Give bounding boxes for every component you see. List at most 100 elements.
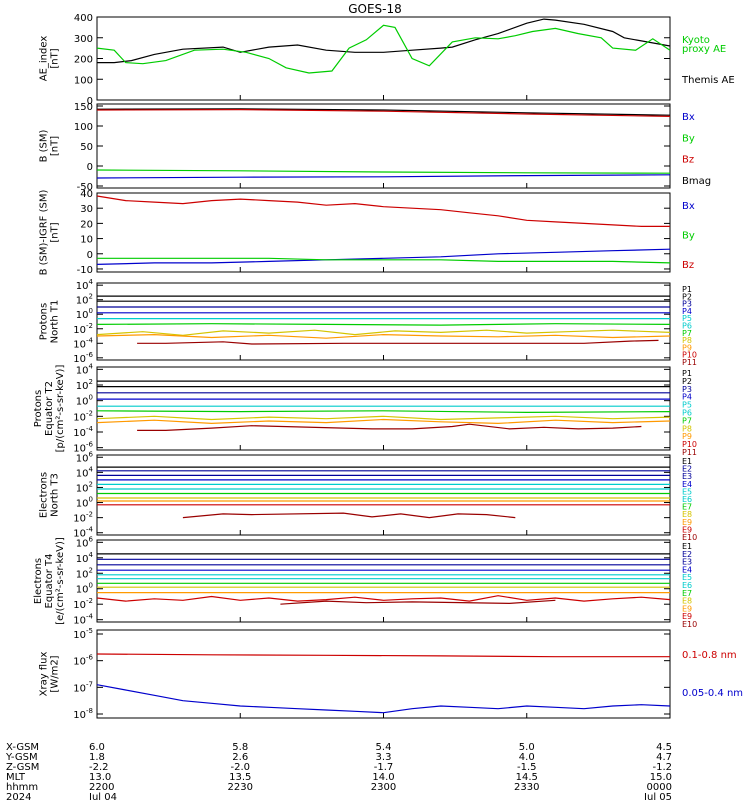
x-axis-value: 13.0 xyxy=(89,772,111,783)
y-axis-label: [W/m2] xyxy=(50,655,61,692)
legend-entry: P5 xyxy=(682,314,692,323)
series-line xyxy=(96,653,670,658)
series-line xyxy=(96,684,671,714)
panel-frame xyxy=(96,629,671,719)
legend-entry: P6 xyxy=(682,322,692,331)
legend-entry: Bmag xyxy=(682,176,711,187)
chart-title: GOES-18 xyxy=(348,2,402,16)
series-line xyxy=(137,339,659,345)
series-line xyxy=(96,410,671,414)
x-axis-value: Jul 05 xyxy=(643,792,672,800)
y-axis-label: Electrons xyxy=(33,558,44,604)
panel-frame xyxy=(96,539,671,623)
y-axis-label: [nT] xyxy=(50,222,61,242)
y-axis-label: North T1 xyxy=(50,300,61,344)
legend-entry: proxy AE xyxy=(682,44,726,55)
series-line xyxy=(280,599,556,605)
y-axis-label: B (SM) xyxy=(39,129,50,162)
x-axis-value: 4.0 xyxy=(519,752,535,763)
y-tick-label: 10-5 xyxy=(73,627,93,641)
y-tick-label: 0 xyxy=(87,162,93,173)
legend-entry: E10 xyxy=(682,620,697,629)
y-axis-label: AE_index xyxy=(39,36,50,82)
x-axis-value: -2.2 xyxy=(89,762,109,773)
y-tick-label: 106 xyxy=(76,535,94,549)
y-tick-label: 104 xyxy=(76,362,94,376)
legend-entry: E9 xyxy=(682,612,692,621)
x-axis-value: -1.7 xyxy=(374,762,394,773)
y-tick-label: 10 xyxy=(80,235,93,246)
y-axis-label: Electrons xyxy=(39,472,50,518)
series-line xyxy=(96,108,671,117)
x-axis-value: 13.5 xyxy=(229,772,251,783)
y-axis-label: North T3 xyxy=(50,473,61,517)
y-tick-label: 10-2 xyxy=(73,322,93,336)
legend-entry: P3 xyxy=(682,300,692,309)
y-tick-label: 400 xyxy=(74,13,93,24)
legend-entry: E9 xyxy=(682,525,692,534)
series-line xyxy=(96,329,671,336)
y-tick-label: 100 xyxy=(76,307,93,321)
x-axis-value: 15.0 xyxy=(650,772,672,783)
y-axis-label: [nT] xyxy=(50,136,61,156)
x-axis-value: 5.4 xyxy=(376,742,392,753)
legend-entry: P4 xyxy=(682,393,692,402)
y-tick-label: 100 xyxy=(76,582,93,596)
x-axis-row-label: 2024 xyxy=(6,792,31,800)
y-tick-label: 100 xyxy=(76,394,93,408)
legend-entry: P7 xyxy=(682,416,692,425)
y-tick-label: 20 xyxy=(80,219,93,230)
legend-entry: Bx xyxy=(682,201,695,212)
legend-entry: P1 xyxy=(682,369,692,378)
legend-entry: Themis AE xyxy=(681,75,735,86)
y-tick-label: 102 xyxy=(76,566,93,580)
legend-entry: P5 xyxy=(682,401,692,410)
panel-frame xyxy=(96,16,671,101)
y-tick-label: 300 xyxy=(74,34,93,45)
y-tick-label: 0 xyxy=(87,96,93,107)
y-tick-label: 10-2 xyxy=(73,511,93,525)
legend-entry: E4 xyxy=(682,565,692,574)
series-line xyxy=(96,174,671,179)
series-line xyxy=(96,323,671,326)
series-line xyxy=(96,248,671,265)
y-tick-label: 0 xyxy=(87,250,93,261)
legend-entry: Bz xyxy=(682,155,694,166)
x-axis-value: -1.2 xyxy=(652,762,672,773)
legend-entry: 0.1-0.8 nm xyxy=(682,650,737,661)
x-axis-value: 0000 xyxy=(647,782,672,793)
y-axis-label: Xray flux xyxy=(39,652,50,697)
legend-entry: By xyxy=(682,133,695,144)
series-line xyxy=(96,415,671,421)
y-tick-label: 10-6 xyxy=(73,654,93,668)
y-axis-label: Protons xyxy=(33,390,44,427)
series-line xyxy=(96,333,671,339)
panel-bsm: 150 100 50 0 -50 B (SM) [nT] Bx By Bz Bmag xyxy=(39,102,712,193)
y-tick-label: -50 xyxy=(77,182,93,193)
y-tick-label: 10-2 xyxy=(73,597,93,611)
y-axis-label: B (SM)-IGRF (SM) xyxy=(39,190,50,276)
y-axis-label: [p/(cm²-s-sr-keV)] xyxy=(55,365,66,453)
x-axis-value: 4.7 xyxy=(656,752,672,763)
x-axis-value: 14.5 xyxy=(516,772,538,783)
y-tick-label: 104 xyxy=(76,278,94,292)
legend-entry: P11 xyxy=(682,448,697,457)
x-axis-value: Jul 04 xyxy=(88,792,117,800)
y-tick-label: 150 xyxy=(74,102,93,113)
x-axis-value: 5.0 xyxy=(519,742,535,753)
y-tick-label: 100 xyxy=(74,75,93,86)
panel-xray: 10-5 10-6 10-7 10-8 Xray flux [W/m2] 0.1-0.8 n… xyxy=(39,627,744,721)
y-tick-label: 106 xyxy=(76,450,94,464)
series-line xyxy=(96,595,671,602)
legend-entry: P6 xyxy=(682,409,692,418)
panel-frame xyxy=(96,282,671,361)
legend-entry: E8 xyxy=(682,597,692,606)
x-axis-row-label: hhmm xyxy=(6,782,38,793)
legend-entry: E6 xyxy=(682,581,692,590)
x-axis-row-label: Y-GSM xyxy=(5,752,38,763)
legend-entry: E3 xyxy=(682,472,692,481)
y-tick-label: 200 xyxy=(74,55,93,66)
y-axis-label: Equator T4 xyxy=(44,554,55,609)
